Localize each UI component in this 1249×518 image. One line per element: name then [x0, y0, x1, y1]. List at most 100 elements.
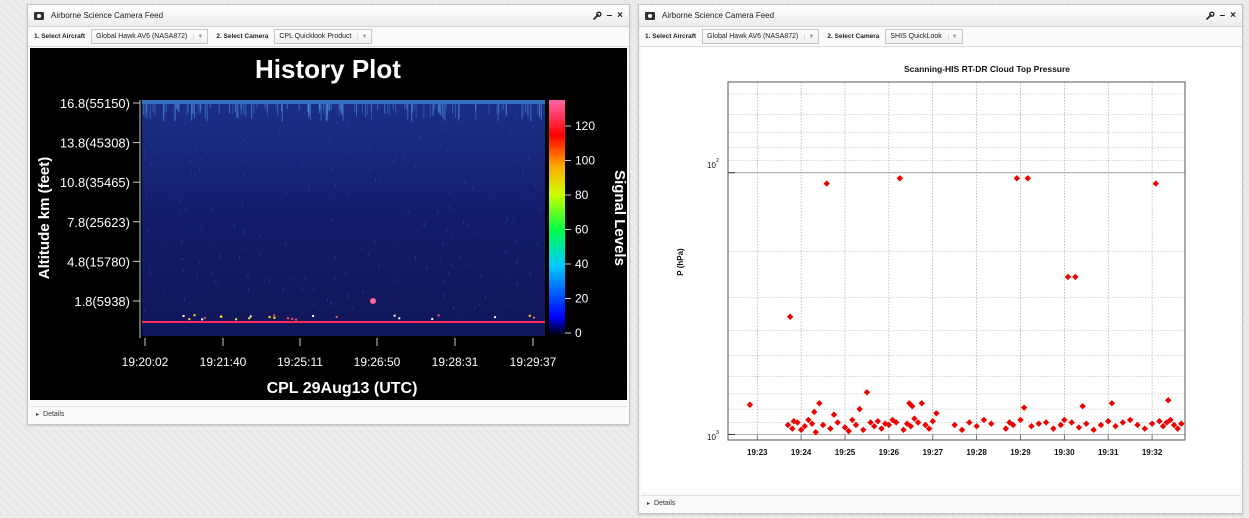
noise-streak: [434, 104, 436, 110]
data-point: [1178, 420, 1185, 427]
chevron-down-icon: ▼: [804, 33, 814, 40]
history-plot-image: History Plot 16.8(55150) 13.8(45308) 10.8(…: [30, 48, 628, 400]
noise-speck: [378, 121, 380, 125]
noise-speck: [412, 120, 414, 125]
wrench-icon[interactable]: [592, 11, 602, 21]
noise-speck: [181, 258, 183, 260]
noise-speck: [394, 156, 396, 161]
noise-streak: [146, 104, 148, 119]
details-toggle[interactable]: ▸ Details: [641, 495, 1240, 511]
noise-streak: [266, 104, 268, 117]
noise-speck: [283, 148, 285, 151]
noise-streak: [209, 104, 211, 109]
noise-streak: [404, 104, 406, 110]
noise-speck: [457, 165, 459, 169]
noise-speck: [348, 293, 350, 299]
data-point: [929, 418, 936, 425]
noise-speck: [195, 145, 197, 150]
noise-streak: [240, 104, 242, 115]
noise-speck: [408, 210, 410, 214]
noise-speck: [215, 281, 217, 284]
noise-speck: [157, 238, 159, 241]
noise-speck: [440, 260, 442, 263]
cloud-top-pressure-plot: Scanning-HIS RT-DR Cloud Top Pressure 10…: [641, 48, 1240, 492]
noise-speck: [391, 160, 393, 163]
aircraft-select[interactable]: Global Hawk AV6 (NASA872) ▼: [702, 29, 820, 44]
noise-speck: [149, 270, 151, 272]
noise-speck: [510, 127, 512, 130]
noise-streak: [218, 104, 220, 114]
noise-speck: [529, 271, 531, 277]
noise-speck: [330, 198, 332, 201]
noise-streak: [319, 104, 321, 110]
aircraft-select[interactable]: Global Hawk AV6 (NASA872) ▼: [91, 29, 209, 44]
colorbar-ticks: 120 100 80 60 40 20 0: [565, 119, 595, 340]
noise-speck: [481, 273, 483, 278]
wrench-icon[interactable]: [1205, 11, 1215, 21]
noise-streak: [144, 104, 146, 117]
noise-speck: [346, 192, 348, 197]
noise-speck: [367, 168, 369, 173]
noise-speck: [515, 238, 517, 244]
noise-speck: [343, 237, 345, 240]
camera-select[interactable]: CPL Quicklook Product ▼: [274, 29, 373, 44]
noise-speck: [424, 222, 426, 227]
noise-speck: [334, 183, 336, 188]
minimize-button[interactable]: –: [606, 9, 613, 21]
data-point: [797, 426, 805, 434]
camera-select[interactable]: SHIS QuickLook ▼: [885, 29, 963, 44]
noise-streak: [527, 104, 529, 117]
noise-speck: [370, 167, 372, 170]
close-button[interactable]: ×: [617, 9, 623, 21]
noise-speck: [172, 109, 174, 113]
data-point: [1083, 420, 1090, 427]
camera-icon: [34, 11, 44, 20]
details-toggle[interactable]: ▸ Details: [30, 406, 627, 422]
chart-grid: [728, 82, 1185, 440]
noise-streak: [438, 104, 440, 113]
data-point: [1148, 420, 1156, 427]
noise-speck: [461, 177, 463, 181]
data-point: [1013, 175, 1021, 182]
noise-streak: [475, 104, 477, 120]
signal-speck: [494, 316, 497, 319]
signal-speck: [273, 316, 276, 319]
close-button[interactable]: ×: [1230, 9, 1236, 21]
y-tick-1000-exp: 3: [716, 430, 719, 436]
noise-speck: [413, 298, 415, 301]
noise-speck: [362, 290, 364, 294]
signal-speck: [188, 318, 191, 321]
noise-speck: [209, 164, 211, 168]
noise-speck: [242, 157, 244, 163]
minimize-button[interactable]: –: [1219, 9, 1226, 21]
noise-speck: [268, 277, 270, 283]
noise-speck: [448, 271, 450, 275]
noise-streak: [309, 104, 311, 121]
noise-speck: [346, 310, 348, 312]
data-point: [1152, 180, 1159, 187]
panel-title: Airborne Science Camera Feed: [51, 11, 164, 20]
noise-streak: [496, 104, 498, 115]
noise-speck: [536, 162, 538, 164]
noise-speck: [301, 280, 303, 282]
panel-titlebar[interactable]: Airborne Science Camera Feed – ×: [28, 5, 629, 27]
noise-streak: [327, 104, 329, 116]
noise-streak: [457, 104, 459, 121]
noise-speck: [516, 258, 518, 264]
noise-speck: [538, 205, 540, 211]
details-label: Details: [43, 411, 65, 418]
noise-speck: [414, 163, 416, 169]
noise-speck: [182, 257, 184, 261]
noise-streak: [177, 104, 179, 111]
noise-speck: [345, 271, 347, 275]
noise-speck: [234, 169, 236, 173]
panel-titlebar[interactable]: Airborne Science Camera Feed – ×: [639, 5, 1242, 27]
noise-streak: [241, 104, 243, 110]
noise-speck: [445, 127, 447, 130]
noise-speck: [261, 150, 263, 152]
signal-speck: [249, 315, 252, 318]
noise-speck: [180, 228, 182, 232]
noise-streak: [411, 104, 413, 114]
noise-speck: [472, 186, 474, 191]
x-tick-label: 19:31: [1098, 448, 1119, 457]
